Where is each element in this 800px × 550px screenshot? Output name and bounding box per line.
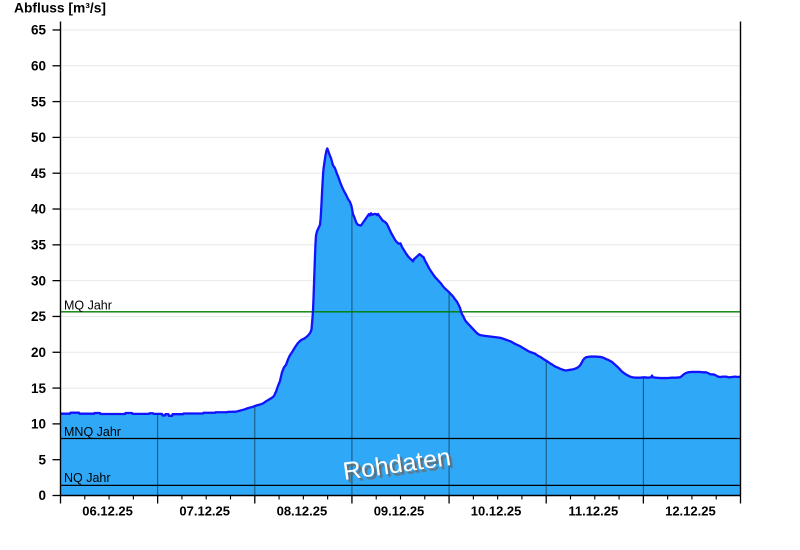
svg-text:55: 55 [31,94,47,109]
svg-text:60: 60 [31,58,46,73]
svg-text:35: 35 [31,238,47,253]
svg-text:30: 30 [31,273,46,288]
svg-text:09.12.25: 09.12.25 [374,504,425,519]
svg-text:MQ Jahr: MQ Jahr [64,299,112,313]
svg-text:10: 10 [31,417,46,432]
svg-text:5: 5 [38,452,46,467]
svg-text:MNQ Jahr: MNQ Jahr [64,425,121,439]
svg-text:11.12.25: 11.12.25 [568,504,618,519]
svg-text:40: 40 [31,202,46,217]
svg-text:06.12.25: 06.12.25 [82,504,133,519]
svg-text:12.12.25: 12.12.25 [665,504,716,519]
svg-text:25: 25 [31,309,47,324]
svg-text:Abfluss [m³/s]: Abfluss [m³/s] [14,1,106,16]
svg-text:50: 50 [31,130,46,145]
svg-text:65: 65 [31,23,47,38]
svg-text:NQ Jahr: NQ Jahr [64,471,111,485]
svg-text:10.12.25: 10.12.25 [471,504,522,519]
svg-text:0: 0 [38,488,46,503]
svg-text:08.12.25: 08.12.25 [277,504,328,519]
svg-text:07.12.25: 07.12.25 [179,504,230,519]
svg-text:15: 15 [31,381,47,396]
svg-text:20: 20 [31,345,46,360]
svg-text:45: 45 [31,166,47,181]
